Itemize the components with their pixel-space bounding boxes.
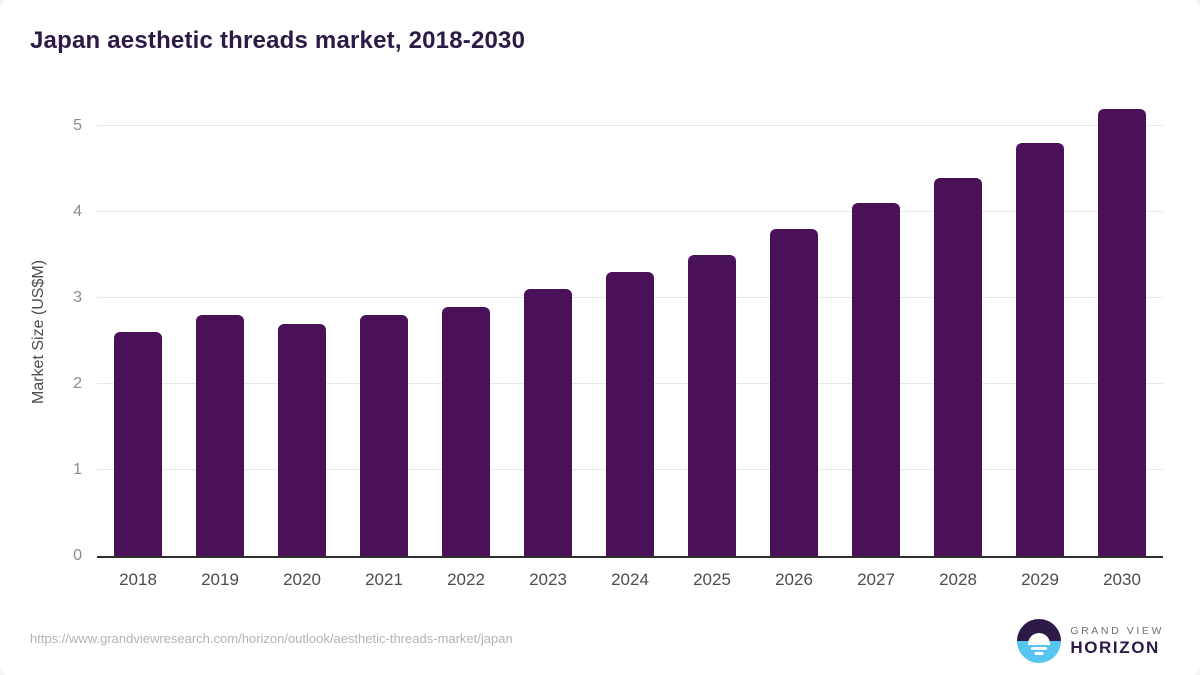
source-url: https://www.grandviewresearch.com/horizo… <box>30 631 513 646</box>
y-axis-title: Market Size (US$M) <box>30 259 47 404</box>
gridline-y-5 <box>97 125 1163 126</box>
horizon-reflection-line <box>1034 652 1044 655</box>
y-tick-label-2: 2 <box>73 375 82 392</box>
y-tick-label-5: 5 <box>73 117 82 134</box>
bar-2027 <box>852 203 900 556</box>
bar-2022 <box>442 306 490 556</box>
bar-2025 <box>688 255 736 556</box>
bar-slot-2028: 2028 <box>917 105 999 589</box>
x-tick-label-2029: 2029 <box>1021 570 1059 589</box>
bar-series: 2018 2019 2020 2021 2022 2023 2024 2025 2026 2027… <box>97 105 1163 589</box>
bar-slot-2029: 2029 <box>999 105 1081 589</box>
bar-2023 <box>524 289 572 556</box>
bar-2030 <box>1098 108 1146 556</box>
x-tick-label-2022: 2022 <box>447 570 485 589</box>
bar-slot-2022: 2022 <box>425 105 507 589</box>
x-tick-label-2025: 2025 <box>693 570 731 589</box>
y-tick-label-0: 0 <box>73 547 82 564</box>
bar-2018 <box>114 332 162 556</box>
bar-slot-2024: 2024 <box>589 105 671 589</box>
bar-2021 <box>360 315 408 556</box>
chart-title: Japan aesthetic threads market, 2018-203… <box>30 27 526 54</box>
horizon-sunrise-icon <box>1017 619 1062 663</box>
bar-slot-2018: 2018 <box>97 105 179 589</box>
sun-icon <box>1028 633 1051 645</box>
bar-slot-2027: 2027 <box>835 105 917 589</box>
x-tick-label-2027: 2027 <box>857 570 895 589</box>
y-tick-label-4: 4 <box>73 203 82 220</box>
bar-slot-2021: 2021 <box>343 105 425 589</box>
bar-2019 <box>196 315 244 556</box>
horizon-reflection-line <box>1031 647 1048 650</box>
bar-slot-2019: 2019 <box>179 105 261 589</box>
bar-2020 <box>278 323 326 556</box>
bar-2026 <box>770 229 818 556</box>
bar-slot-2026: 2026 <box>753 105 835 589</box>
y-tick-label-3: 3 <box>73 289 82 306</box>
grand-view-horizon-logo: GRAND VIEW HORIZON <box>1017 619 1164 663</box>
x-tick-label-2028: 2028 <box>939 570 977 589</box>
bar-2029 <box>1016 143 1064 556</box>
x-tick-label-2020: 2020 <box>283 570 321 589</box>
x-tick-label-2026: 2026 <box>775 570 813 589</box>
x-tick-label-2024: 2024 <box>611 570 649 589</box>
x-tick-label-2023: 2023 <box>529 570 567 589</box>
x-tick-label-2030: 2030 <box>1103 570 1141 589</box>
logo-text-horizon: HORIZON <box>1070 638 1160 657</box>
gridline-y-4 <box>97 211 1163 212</box>
logo-text-grand-view: GRAND VIEW <box>1070 625 1164 637</box>
bar-slot-2030: 2030 <box>1081 105 1163 589</box>
x-tick-label-2019: 2019 <box>201 570 239 589</box>
x-tick-label-2018: 2018 <box>119 570 157 589</box>
y-tick-label-1: 1 <box>73 461 82 478</box>
bar-2028 <box>934 177 982 556</box>
bar-2024 <box>606 272 654 556</box>
bar-slot-2023: 2023 <box>507 105 589 589</box>
x-tick-label-2021: 2021 <box>365 570 403 589</box>
bar-slot-2020: 2020 <box>261 105 343 589</box>
bar-slot-2025: 2025 <box>671 105 753 589</box>
logo-text: GRAND VIEW HORIZON <box>1070 624 1164 658</box>
